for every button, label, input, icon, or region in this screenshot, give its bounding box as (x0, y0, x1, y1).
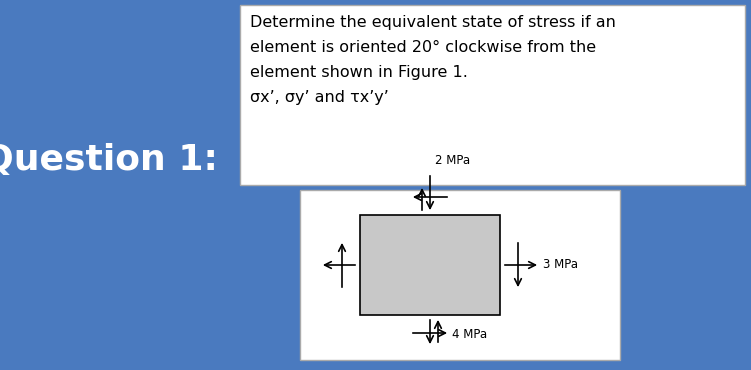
Text: σx’, σy’ and τx’y’: σx’, σy’ and τx’y’ (250, 90, 389, 105)
Text: 2 MPa: 2 MPa (435, 154, 470, 167)
Text: 3 MPa: 3 MPa (543, 259, 578, 272)
Text: Determine the equivalent state of stress if an: Determine the equivalent state of stress… (250, 15, 616, 30)
FancyBboxPatch shape (240, 5, 745, 185)
Text: element is oriented 20° clockwise from the: element is oriented 20° clockwise from t… (250, 40, 596, 55)
Bar (360, 215, 500, 315)
Text: Question 1:: Question 1: (0, 143, 218, 177)
FancyBboxPatch shape (300, 190, 620, 360)
Text: element shown in Figure 1.: element shown in Figure 1. (250, 65, 468, 80)
Text: 4 MPa: 4 MPa (452, 329, 487, 342)
